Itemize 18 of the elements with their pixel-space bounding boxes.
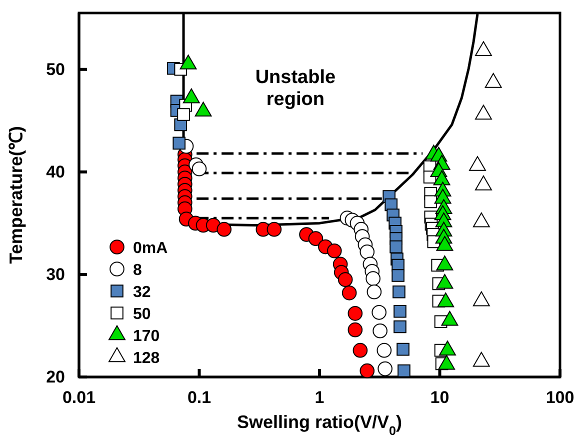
x-tick-label: 1 xyxy=(314,388,324,408)
x-axis-title: Swelling ratio(V/V$_{0}$) xyxy=(236,412,402,438)
y-tick-label: 30 xyxy=(46,264,65,284)
x-tick-label: 100 xyxy=(546,388,574,408)
y-tick-label: 20 xyxy=(46,367,65,386)
y-tick-label: 40 xyxy=(46,162,65,182)
annotation: Unstable region xyxy=(255,67,336,110)
legend-label: 50 xyxy=(133,306,151,323)
x-tick-label: 10 xyxy=(430,388,450,408)
x-tick-label: 0.1 xyxy=(187,388,212,408)
legend-label: 8 xyxy=(133,262,142,279)
legend-label: 128 xyxy=(133,350,160,367)
y-axis-title: Temperature(℃) xyxy=(6,126,26,264)
x-tick-label: 0.01 xyxy=(62,388,96,408)
legend-label: 32 xyxy=(133,284,151,301)
legend-label: 170 xyxy=(133,328,160,345)
legend-label: 0mA xyxy=(133,240,168,257)
y-tick-label: 50 xyxy=(46,60,65,79)
